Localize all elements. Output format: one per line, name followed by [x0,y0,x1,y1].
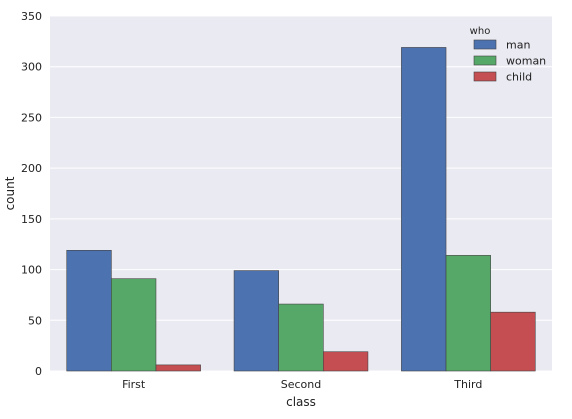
bar-woman-first [111,278,157,372]
x-tick-label: Second [281,378,321,391]
bars [66,47,536,372]
x-axis-ticks: First Second Third [122,378,482,391]
x-tick-label: First [122,378,146,391]
legend-title: who [470,26,491,37]
y-tick-label: 300 [21,61,42,74]
bar-woman-second [278,303,324,372]
y-tick-label: 100 [21,264,42,277]
bar-man-third [401,47,447,372]
y-tick-label: 200 [21,162,42,175]
y-tick-label: 0 [35,365,42,378]
bar-man-first [66,250,112,372]
y-axis-ticks: 0 50 100 150 200 250 300 350 [21,10,42,378]
y-tick-label: 50 [28,314,42,327]
legend-label-woman: woman [506,55,546,68]
y-axis-label: count [3,176,17,210]
y-tick-label: 350 [21,10,42,23]
y-tick-label: 250 [21,111,42,124]
legend-swatch-man [473,39,497,50]
legend-swatch-child [473,71,497,82]
legend-swatch-woman [473,55,497,66]
y-tick-label: 150 [21,213,42,226]
bar-child-first [155,364,201,372]
bar-woman-third [445,255,491,372]
bar-child-third [490,311,536,372]
bar-child-second [323,351,369,372]
x-axis-label: class [286,395,316,409]
legend: who man woman child [470,26,547,84]
legend-label-child: child [506,71,532,84]
bar-man-second [233,270,279,372]
legend-label-man: man [506,39,530,52]
x-tick-label: Third [453,378,482,391]
